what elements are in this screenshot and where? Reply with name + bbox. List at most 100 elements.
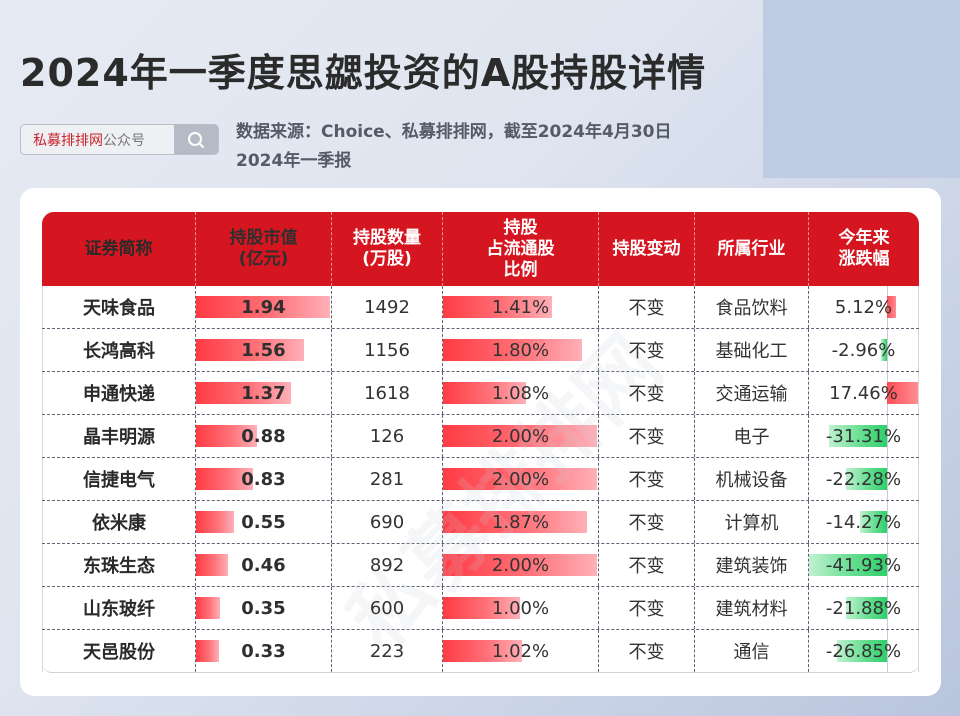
search-button[interactable] (174, 125, 218, 154)
ratio-bar (443, 468, 597, 490)
cell-value: 0.83 (195, 458, 331, 500)
ytd-bar-positive (887, 296, 896, 318)
cell-ratio-text: 2.00% (491, 468, 550, 490)
cell-name-text: 山东玻纤 (83, 599, 155, 620)
cell-industry: 食品饮料 (694, 286, 808, 328)
ytd-bar-negative (881, 339, 887, 361)
holdings-table: 证券简称 持股市值 (亿元) 持股数量 (万股) 持股 占流通股 比例 持股变动 所属行… (42, 212, 919, 673)
background-panel (763, 0, 960, 178)
value-bar (196, 296, 330, 318)
cell-name-text: 信捷电气 (83, 470, 155, 491)
cell-name-text: 天味食品 (83, 298, 155, 319)
cell-ratio: 2.00% (442, 458, 598, 500)
cell-name: 天味食品 (42, 286, 195, 328)
cell-change-text: 不变 (628, 341, 665, 362)
cell-value-text: 0.46 (241, 554, 286, 576)
cell-industry: 电子 (694, 415, 808, 457)
ytd-zero-axis (887, 630, 888, 672)
value-bar (196, 468, 253, 490)
data-source: 数据来源：Choice、私募排排网，截至2024年4月30日 2024年一季报 (236, 118, 672, 176)
page-title: 2024年一季度思勰投资的A股持股详情 (20, 51, 707, 95)
cell-qty: 223 (331, 630, 442, 672)
search-box[interactable]: 私募排排网 公众号 (20, 124, 219, 155)
cell-ytd: -26.85% (808, 630, 919, 672)
ratio-bar (443, 339, 582, 361)
cell-name: 晶丰明源 (42, 415, 195, 457)
cell-ytd-text: -41.93% (825, 554, 902, 576)
table-row: 信捷电气 0.83 281 2.00% 不变 机械设备 -22.28% (42, 458, 919, 501)
cell-qty: 690 (331, 501, 442, 543)
table-row: 东珠生态 0.46 892 2.00% 不变 建筑装饰 -41.93% (42, 544, 919, 587)
cell-industry: 基础化工 (694, 329, 808, 371)
cell-name-text: 申通快递 (83, 384, 155, 405)
cell-value: 0.55 (195, 501, 331, 543)
ratio-bar (443, 554, 597, 576)
cell-qty: 1156 (331, 329, 442, 371)
cell-change: 不变 (598, 329, 694, 371)
cell-change: 不变 (598, 286, 694, 328)
cell-qty-text: 1156 (364, 339, 410, 361)
cell-ytd: -22.28% (808, 458, 919, 500)
cell-name: 信捷电气 (42, 458, 195, 500)
cell-qty: 892 (331, 544, 442, 586)
cell-ytd: 17.46% (808, 372, 919, 414)
cell-ratio: 1.02% (442, 630, 598, 672)
cell-qty: 1618 (331, 372, 442, 414)
ratio-bar (443, 511, 587, 533)
value-bar (196, 554, 228, 576)
cell-change-text: 不变 (628, 427, 665, 448)
cell-value-text: 0.55 (241, 511, 286, 533)
value-bar (196, 339, 304, 361)
cell-value: 1.37 (195, 372, 331, 414)
cell-qty-text: 223 (369, 640, 405, 662)
cell-change-text: 不变 (628, 599, 665, 620)
cell-name-text: 天邑股份 (83, 642, 155, 663)
cell-industry-text: 通信 (733, 642, 770, 663)
ytd-bar-negative (829, 425, 887, 447)
cell-industry: 计算机 (694, 501, 808, 543)
value-bar (196, 382, 291, 404)
cell-name: 依米康 (42, 501, 195, 543)
search-label[interactable]: 私募排排网 公众号 (21, 125, 174, 154)
header-label: 今年来 涨跌幅 (838, 228, 890, 269)
cell-industry-text: 建筑装饰 (715, 556, 788, 577)
header-label: 证券简称 (84, 238, 153, 259)
header-label: 持股 占流通股 比例 (486, 217, 555, 280)
cell-change: 不变 (598, 415, 694, 457)
cell-value-text: 0.35 (241, 597, 286, 619)
cell-change-text: 不变 (628, 384, 665, 405)
cell-ytd: -2.96% (808, 329, 919, 371)
cell-change: 不变 (598, 630, 694, 672)
cell-ratio-text: 1.00% (491, 597, 550, 619)
cell-name: 东珠生态 (42, 544, 195, 586)
value-bar (196, 640, 219, 662)
cell-value-text: 0.83 (241, 468, 286, 490)
cell-name: 申通快递 (42, 372, 195, 414)
cell-qty: 126 (331, 415, 442, 457)
cell-value: 0.35 (195, 587, 331, 629)
cell-ytd: -41.93% (808, 544, 919, 586)
ytd-bar-negative (846, 597, 887, 619)
cell-change: 不变 (598, 372, 694, 414)
cell-industry-text: 电子 (733, 427, 770, 448)
cell-qty-text: 1492 (364, 296, 410, 318)
cell-ytd-text: -22.28% (825, 468, 902, 490)
header-change: 持股变动 (598, 212, 694, 286)
cell-value: 0.88 (195, 415, 331, 457)
cell-ratio-text: 1.41% (491, 296, 550, 318)
cell-ytd-text: 17.46% (829, 382, 898, 404)
table-row: 天味食品 1.94 1492 1.41% 不变 食品饮料 5.12% (42, 286, 919, 329)
cell-value: 1.56 (195, 329, 331, 371)
ytd-zero-axis (887, 501, 888, 543)
header-label: 持股变动 (612, 238, 681, 259)
cell-ratio-text: 1.87% (491, 511, 550, 533)
table-row: 晶丰明源 0.88 126 2.00% 不变 电子 -31.31% (42, 415, 919, 458)
cell-qty-text: 690 (369, 511, 405, 533)
cell-ratio-text: 1.80% (491, 339, 550, 361)
cell-name-text: 晶丰明源 (83, 427, 155, 448)
cell-ytd-text: -14.27% (825, 511, 902, 533)
cell-ytd: -14.27% (808, 501, 919, 543)
cell-change-text: 不变 (628, 556, 665, 577)
cell-ratio-text: 2.00% (491, 554, 550, 576)
cell-ratio: 1.80% (442, 329, 598, 371)
